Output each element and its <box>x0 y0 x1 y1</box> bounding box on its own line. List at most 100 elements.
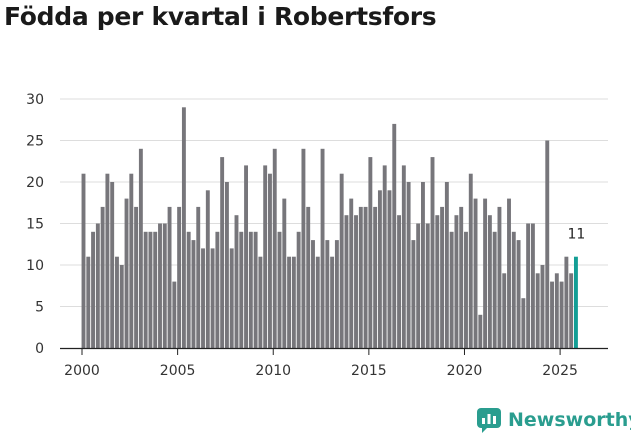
bar[interactable] <box>110 182 115 348</box>
bar[interactable] <box>421 182 425 348</box>
bar[interactable] <box>148 231 153 348</box>
bar[interactable] <box>158 223 162 349</box>
bar[interactable] <box>177 206 182 348</box>
bar[interactable] <box>416 223 421 349</box>
bar[interactable] <box>401 165 406 348</box>
bar[interactable] <box>373 206 378 348</box>
bar[interactable] <box>545 140 550 349</box>
bar[interactable] <box>344 215 349 348</box>
bar[interactable] <box>334 240 339 348</box>
bar[interactable] <box>325 240 330 348</box>
bar[interactable] <box>478 314 483 348</box>
bar[interactable] <box>224 182 229 348</box>
bar[interactable] <box>129 173 134 348</box>
bar[interactable] <box>468 173 473 348</box>
bar[interactable] <box>258 256 263 348</box>
bar[interactable] <box>268 173 272 348</box>
bar[interactable] <box>191 240 196 348</box>
bar[interactable] <box>210 248 215 348</box>
bar[interactable] <box>392 123 397 349</box>
bar[interactable] <box>296 231 301 348</box>
bar[interactable] <box>229 248 234 348</box>
bar[interactable] <box>516 240 521 348</box>
bar[interactable] <box>406 182 411 348</box>
bar[interactable] <box>248 231 253 348</box>
bar[interactable] <box>354 215 358 348</box>
bar[interactable] <box>569 273 574 348</box>
bar[interactable] <box>95 223 100 349</box>
bar[interactable] <box>287 256 292 348</box>
bar[interactable] <box>382 165 387 348</box>
bar[interactable] <box>253 231 258 348</box>
bar[interactable] <box>430 157 435 348</box>
bar[interactable] <box>339 173 344 348</box>
bar[interactable] <box>263 165 268 348</box>
bar[interactable] <box>511 231 516 348</box>
bar[interactable] <box>272 148 277 348</box>
bar[interactable] <box>540 265 545 348</box>
bar[interactable] <box>330 256 335 348</box>
bar[interactable] <box>559 281 564 348</box>
bar[interactable] <box>554 273 559 348</box>
bar-latest[interactable] <box>573 256 578 348</box>
bar[interactable] <box>215 231 220 348</box>
bar[interactable] <box>454 215 459 348</box>
bar[interactable] <box>119 265 124 348</box>
bar[interactable] <box>464 231 468 348</box>
bar[interactable] <box>435 215 440 348</box>
bar[interactable] <box>440 206 445 348</box>
bar[interactable] <box>487 215 492 348</box>
bar[interactable] <box>201 248 205 348</box>
bar[interactable] <box>363 206 368 348</box>
bar[interactable] <box>196 206 201 348</box>
bar[interactable] <box>497 206 502 348</box>
bar[interactable] <box>239 231 244 348</box>
bar[interactable] <box>124 198 129 348</box>
bar[interactable] <box>411 240 416 348</box>
bar[interactable] <box>81 173 86 348</box>
bar[interactable] <box>100 206 105 348</box>
bar[interactable] <box>143 231 148 348</box>
bar[interactable] <box>115 256 119 348</box>
bar[interactable] <box>483 198 488 348</box>
bar[interactable] <box>368 157 373 348</box>
bar[interactable] <box>449 231 454 348</box>
bar[interactable] <box>459 206 464 348</box>
bar[interactable] <box>492 231 497 348</box>
bar[interactable] <box>234 215 239 348</box>
brand-logo[interactable]: Newsworthy <box>476 407 631 433</box>
bar[interactable] <box>134 206 139 348</box>
bar[interactable] <box>301 148 306 348</box>
bar[interactable] <box>205 190 210 348</box>
bar[interactable] <box>153 231 158 348</box>
bar[interactable] <box>473 198 478 348</box>
bar[interactable] <box>91 231 96 348</box>
bar[interactable] <box>306 206 311 348</box>
bar[interactable] <box>220 157 225 348</box>
bar[interactable] <box>521 298 526 348</box>
bar[interactable] <box>387 190 392 348</box>
bar[interactable] <box>397 215 401 348</box>
bar[interactable] <box>377 190 382 348</box>
bar[interactable] <box>315 256 320 348</box>
bar[interactable] <box>535 273 540 348</box>
bar[interactable] <box>167 206 172 348</box>
bar[interactable] <box>172 281 177 348</box>
bar[interactable] <box>502 273 507 348</box>
bar[interactable] <box>320 148 325 348</box>
bar[interactable] <box>507 198 511 348</box>
bar[interactable] <box>138 148 143 348</box>
bar[interactable] <box>444 182 449 348</box>
bar[interactable] <box>181 107 186 348</box>
bar[interactable] <box>277 231 282 348</box>
bar[interactable] <box>86 256 91 348</box>
bar[interactable] <box>291 256 296 348</box>
bar[interactable] <box>311 240 315 348</box>
bar[interactable] <box>282 198 287 348</box>
bar[interactable] <box>530 223 535 349</box>
bar[interactable] <box>349 198 354 348</box>
bar[interactable] <box>526 223 531 349</box>
bar[interactable] <box>186 231 191 348</box>
bar[interactable] <box>550 281 554 348</box>
bar[interactable] <box>244 165 248 348</box>
